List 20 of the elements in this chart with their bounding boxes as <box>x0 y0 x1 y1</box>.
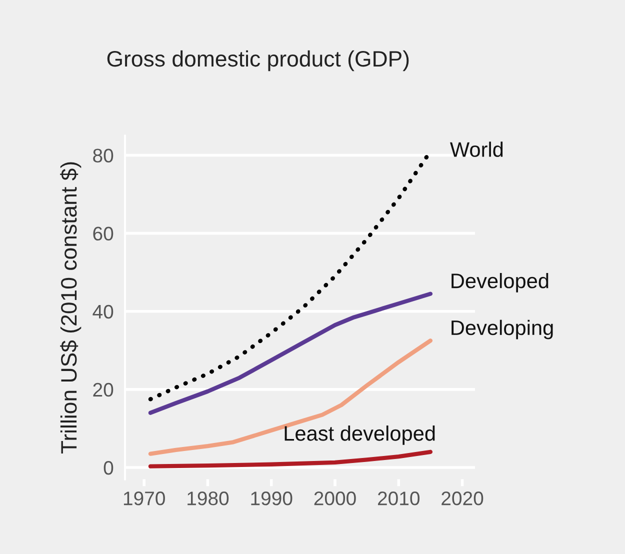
line-series <box>148 292 433 415</box>
y-axis-title: Trillion US$ (2010 constant $) <box>60 162 82 454</box>
series-label: Developed <box>452 272 548 292</box>
y-tick-label: 40 <box>92 304 114 319</box>
x-tick-label: 2020 <box>442 492 484 506</box>
y-tick-label: 20 <box>93 382 114 397</box>
series-label: Least developed <box>284 426 435 445</box>
x-tick-label: 2010 <box>378 492 420 506</box>
y-tick-label: 60 <box>93 226 114 241</box>
series-label: World <box>450 142 503 157</box>
y-tick-label: 80 <box>93 148 114 162</box>
x-tick-label: 1980 <box>188 492 229 506</box>
x-tick-label: 1990 <box>251 492 292 506</box>
line-series <box>148 338 433 456</box>
line-series <box>148 450 433 468</box>
chart-title: Gross domestic product (GDP) <box>107 50 409 72</box>
x-tick-label: 1970 <box>124 492 165 506</box>
y-tick-label: 0 <box>104 460 114 475</box>
series-label: Developing <box>452 320 553 340</box>
x-tick-label: 2000 <box>314 492 356 506</box>
